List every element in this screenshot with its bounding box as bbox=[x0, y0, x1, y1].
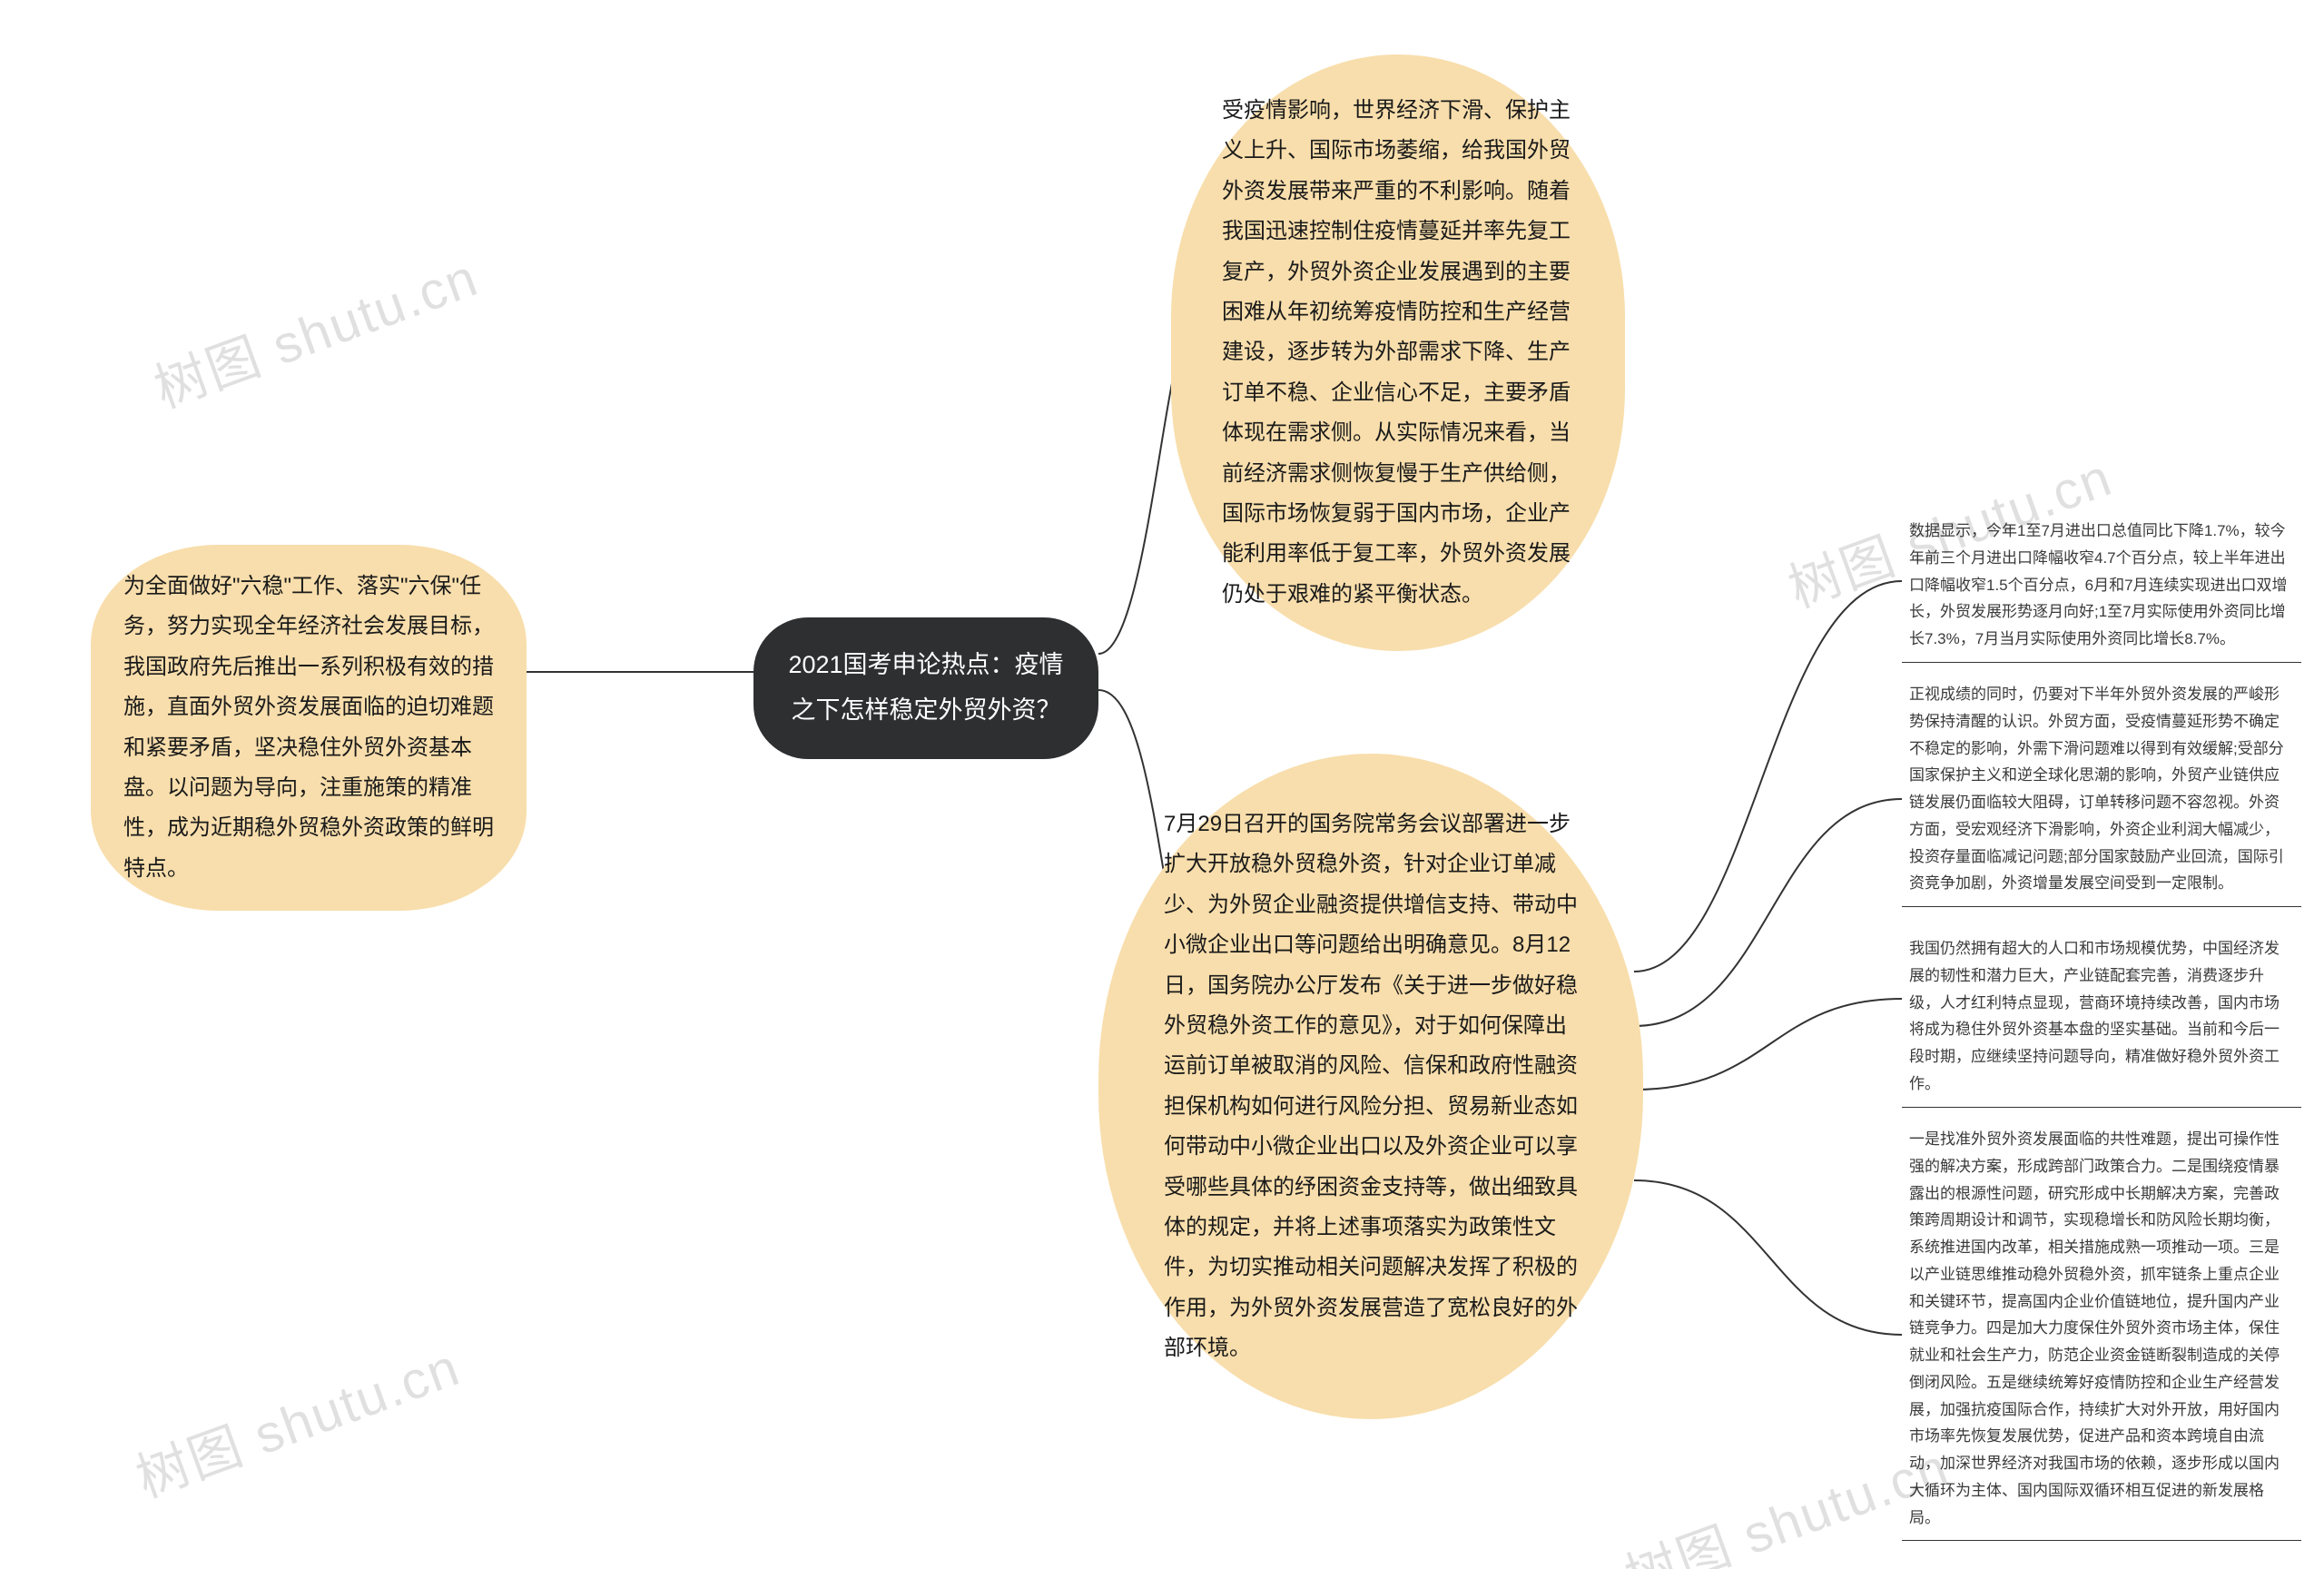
watermark: 树图 shutu.cn bbox=[124, 1325, 469, 1513]
leaf-node-2[interactable]: 正视成绩的同时，仍要对下半年外贸外资发展的严峻形势保持清醒的认识。外贸方面，受疫… bbox=[1902, 672, 2301, 907]
right-bottom-branch-node[interactable]: 7月29日召开的国务院常务会议部署进一步扩大开放稳外贸稳外资，针对企业订单减少、… bbox=[1098, 754, 1643, 1419]
leaf-node-4[interactable]: 一是找准外贸外资发展面临的共性难题，提出可操作性强的解决方案，形成跨部门政策合力… bbox=[1902, 1117, 2301, 1541]
watermark: 树图 shutu.cn bbox=[143, 235, 487, 423]
right-top-branch-node[interactable]: 受疫情影响，世界经济下滑、保护主义上升、国际市场萎缩，给我国外贸外资发展带来严重… bbox=[1171, 54, 1625, 651]
left-branch-node[interactable]: 为全面做好"六稳"工作、落实"六保"任务，努力实现全年经济社会发展目标，我国政府… bbox=[91, 545, 527, 911]
rb-to-leaf3 bbox=[1634, 999, 1902, 1090]
leaf-node-1[interactable]: 数据显示，今年1至7月进出口总值同比下降1.7%，较今年前三个月进出口降幅收窄4… bbox=[1902, 508, 2301, 663]
rb-to-leaf1 bbox=[1634, 581, 1902, 972]
rb-to-leaf4 bbox=[1634, 1180, 1902, 1335]
rb-to-leaf2 bbox=[1634, 799, 1902, 1026]
center-topic[interactable]: 2021国考申论热点：疫情之下怎样稳定外贸外资？ bbox=[753, 617, 1098, 759]
leaf-node-3[interactable]: 我国仍然拥有超大的人口和市场规模优势，中国经济发展的韧性和潜力巨大，产业链配套完… bbox=[1902, 926, 2301, 1108]
